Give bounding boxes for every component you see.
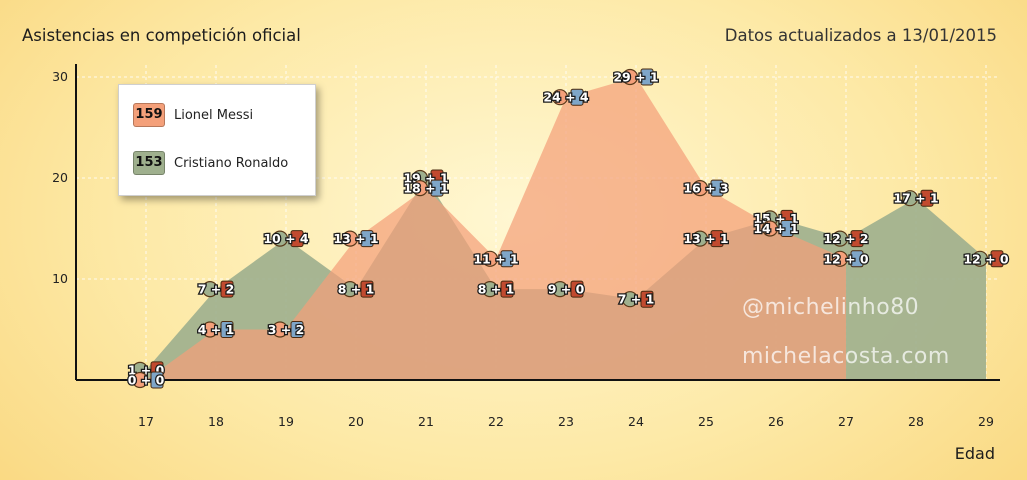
ronaldo-point-23 [551,281,569,298]
watermark-twitter: @michelinho80 [742,295,920,320]
messi-label-21: 18 + 1 [403,181,448,196]
messi-label-17: 0 + 0 [128,373,165,388]
x-tick-17: 17 [138,414,154,429]
messi-badge-20 [360,230,374,248]
messi-point-27 [831,250,849,267]
ronaldo-label-19: 10 + 4 [263,231,309,246]
ronaldo-badge-22 [500,280,514,298]
messi-label-19: 3 + 2 [268,322,305,337]
messi-point-17 [131,371,149,389]
ronaldo-badge-19 [290,230,304,248]
messi-point-26 [761,220,779,237]
x-tick-19: 19 [278,414,294,429]
ronaldo-label-24: 7 + 1 [618,292,655,307]
messi-badge-21 [430,179,444,197]
x-tick-29: 29 [978,414,994,429]
ronaldo-point-25 [691,230,709,247]
ronaldo-badge-18 [220,280,234,298]
messi-point-23 [551,89,569,106]
x-tick-21: 21 [418,414,434,429]
messi-label-26: 14 + 1 [753,221,798,236]
ronaldo-badge-23 [570,280,584,298]
ronaldo-point-29 [971,250,989,267]
area-lionel-messi [146,77,846,380]
ronaldo-point-27 [831,230,849,247]
x-tick-27: 27 [838,414,854,429]
messi-badge-25 [710,179,724,197]
ronaldo-point-28 [901,190,919,207]
ronaldo-label-28: 17 + 1 [893,191,938,206]
legend-label-ronaldo: Cristiano Ronaldo [174,155,289,171]
messi-point-25 [691,180,709,197]
watermark-site: michelacosta.com [742,344,950,369]
messi-badge-22 [500,250,514,268]
legend: 159 Lionel Messi 153 Cristiano Ronaldo [118,84,316,196]
messi-badge-26 [780,220,794,237]
x-tick-24: 24 [628,414,644,429]
x-tick-26: 26 [768,414,784,429]
legend-item-messi: 159 Lionel Messi [133,103,253,127]
ronaldo-point-22 [481,281,499,298]
messi-label-24: 29 + 1 [613,70,658,85]
ronaldo-label-18: 7 + 2 [198,282,235,297]
ronaldo-point-20 [341,281,359,298]
x-tick-25: 25 [698,414,714,429]
y-tick-20: 20 [52,170,68,185]
messi-badge-24 [640,68,654,86]
x-axis-label: Edad [954,444,995,463]
messi-point-19 [271,321,289,338]
y-tick-30: 30 [52,69,68,84]
ronaldo-point-19 [271,230,289,247]
y-tick-10: 10 [52,271,68,286]
messi-badge-23 [570,88,584,106]
update-date: Datos actualizados a 13/01/2015 [724,26,997,45]
messi-badge-19 [290,321,304,338]
ronaldo-badge-28 [920,189,934,207]
messi-label-23: 24 + 4 [543,90,589,105]
ronaldo-point-18 [201,281,219,298]
x-tick-23: 23 [558,414,574,429]
chart-title: Asistencias en competición oficial [22,26,301,45]
messi-label-25: 16 + 3 [683,181,728,196]
legend-total-ronaldo: 153 [133,151,165,175]
x-tick-22: 22 [488,414,504,429]
ronaldo-badge-24 [640,290,654,308]
ronaldo-label-29: 12 + 0 [963,251,1009,266]
messi-point-18 [201,321,219,338]
messi-badge-18 [220,321,234,338]
messi-point-24 [621,68,639,86]
messi-badge-27 [850,250,864,268]
x-tick-20: 20 [348,414,364,429]
messi-label-18: 4 + 1 [198,322,235,337]
x-tick-28: 28 [908,414,924,429]
messi-point-22 [481,250,499,267]
legend-label-messi: Lionel Messi [174,107,254,123]
ronaldo-badge-25 [710,230,724,248]
ronaldo-badge-27 [850,230,864,248]
messi-point-20 [341,230,359,247]
legend-item-ronaldo: 153 Cristiano Ronaldo [133,151,288,175]
messi-label-22: 11 + 1 [473,251,518,266]
messi-label-27: 12 + 0 [823,251,869,266]
x-tick-18: 18 [208,414,224,429]
ronaldo-point-24 [621,291,639,308]
ronaldo-badge-20 [360,280,374,298]
messi-point-21 [411,180,429,197]
ronaldo-label-25: 13 + 1 [683,231,728,246]
legend-total-messi: 159 [133,103,165,127]
ronaldo-label-27: 12 + 2 [823,231,868,246]
messi-label-20: 13 + 1 [333,231,378,246]
ronaldo-label-20: 8 + 1 [338,282,375,297]
messi-badge-17 [150,371,164,389]
ronaldo-badge-29 [990,250,1004,268]
ronaldo-label-23: 9 + 0 [548,282,585,297]
ronaldo-label-22: 8 + 1 [478,282,515,297]
